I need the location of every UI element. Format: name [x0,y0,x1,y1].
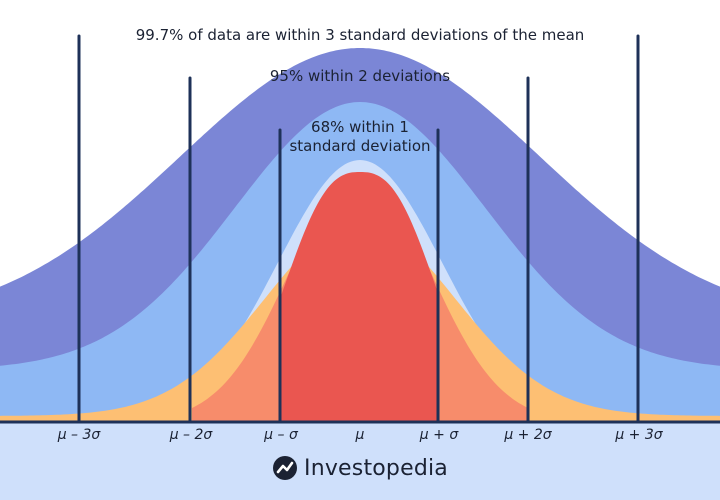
axis-label-plus-1sd: μ + σ [419,427,459,443]
brand-name: Investopedia [304,455,448,481]
investopedia-logo-icon [273,456,297,480]
axis-label-minus-2sd: μ – 2σ [169,427,213,443]
brand-logo: Investopedia [0,455,720,481]
axis-label-minus-3sd: μ – 3σ [57,427,101,443]
axis-label-plus-3sd: μ + 3σ [615,427,663,443]
annotation-68-line1: 68% within 1 [311,118,409,136]
annotation-99-7: 99.7% of data are within 3 standard devi… [135,26,585,44]
axis-label-minus-1sd: μ – σ [264,427,298,443]
annotation-68-line2: standard deviation [289,137,431,155]
axis-label-mean: μ [355,427,365,443]
axis-label-plus-2sd: μ + 2σ [504,427,552,443]
annotation-95: 95% within 2 deviations [269,67,451,85]
center-area [280,172,438,422]
annotation-68: 68% within 1 standard deviation [260,118,460,156]
bottom-strip [0,422,720,500]
